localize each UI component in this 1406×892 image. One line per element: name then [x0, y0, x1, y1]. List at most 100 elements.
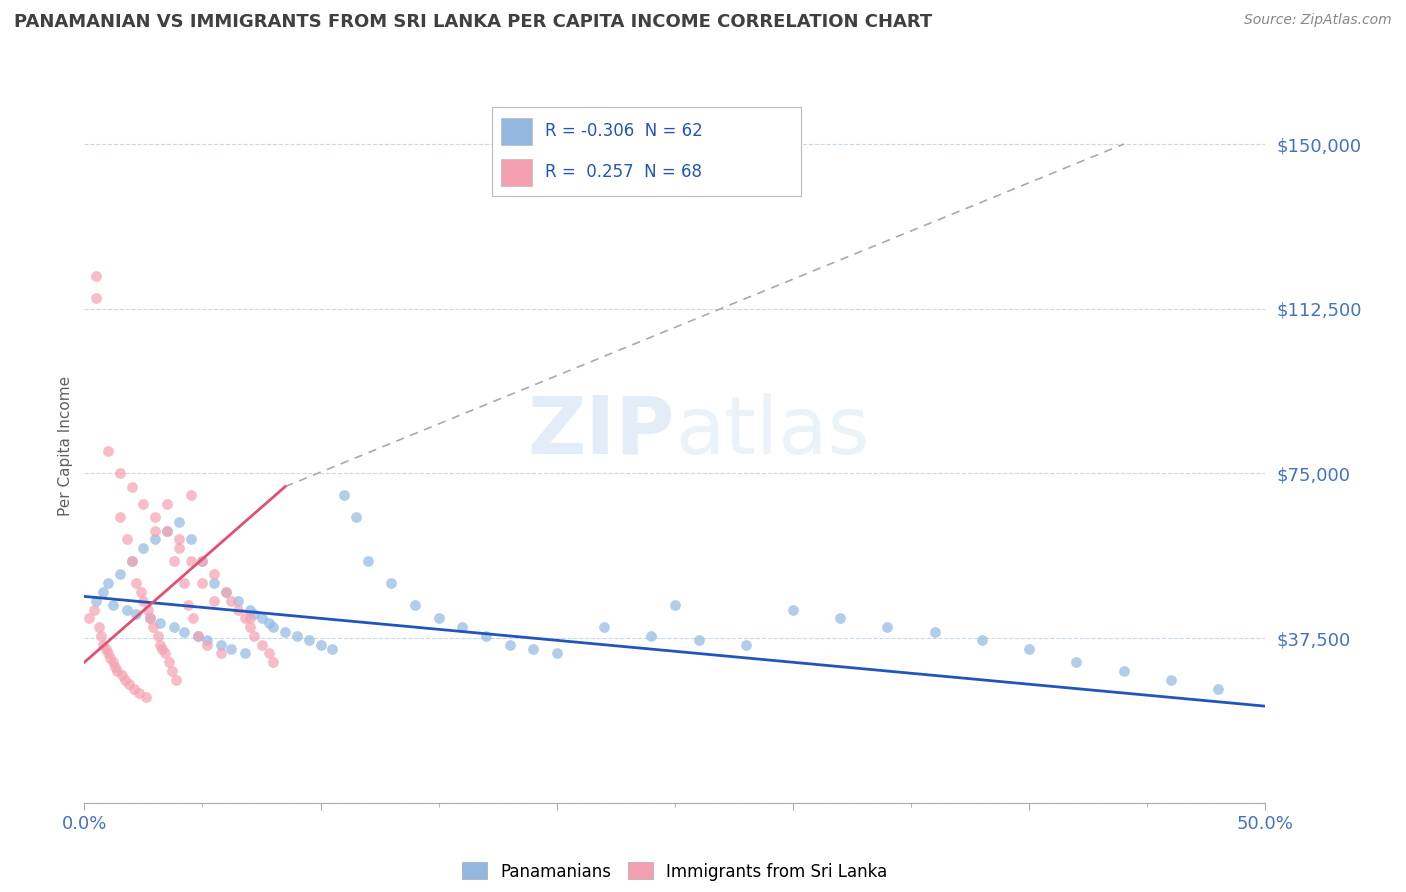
- Point: [451, 620, 474, 634]
- Point: [664, 598, 686, 612]
- Point: [142, 620, 165, 634]
- Point: [180, 533, 202, 547]
- Point: [121, 554, 143, 568]
- Point: [309, 638, 332, 652]
- Point: [239, 611, 262, 625]
- Point: [94, 642, 117, 657]
- Point: [195, 633, 218, 648]
- Point: [114, 673, 136, 687]
- Point: [274, 624, 297, 639]
- Point: [98, 651, 121, 665]
- Point: [830, 611, 852, 625]
- Point: [239, 602, 262, 616]
- Point: [132, 594, 155, 608]
- Point: [243, 629, 266, 643]
- Point: [91, 638, 114, 652]
- Point: [129, 585, 152, 599]
- Point: [177, 598, 200, 612]
- Point: [84, 268, 107, 283]
- Point: [257, 647, 280, 661]
- Text: R =  0.257  N = 68: R = 0.257 N = 68: [544, 163, 702, 181]
- Point: [202, 576, 225, 591]
- Point: [688, 633, 710, 648]
- Point: [226, 594, 249, 608]
- Point: [233, 647, 256, 661]
- Point: [215, 585, 238, 599]
- Point: [219, 642, 242, 657]
- Point: [475, 629, 498, 643]
- Point: [136, 602, 159, 616]
- Point: [132, 497, 155, 511]
- Point: [125, 576, 148, 591]
- Point: [243, 607, 266, 621]
- Point: [122, 681, 145, 696]
- Point: [139, 611, 162, 625]
- Point: [149, 615, 172, 630]
- Point: [146, 629, 169, 643]
- Point: [187, 629, 209, 643]
- Point: [187, 629, 209, 643]
- Point: [180, 554, 202, 568]
- Text: Source: ZipAtlas.com: Source: ZipAtlas.com: [1244, 13, 1392, 28]
- Point: [321, 642, 343, 657]
- Point: [108, 567, 131, 582]
- Point: [180, 488, 202, 502]
- Text: atlas: atlas: [675, 392, 869, 471]
- Point: [87, 620, 110, 634]
- Point: [285, 629, 308, 643]
- Text: R = -0.306  N = 62: R = -0.306 N = 62: [544, 122, 703, 140]
- Point: [163, 554, 186, 568]
- Point: [498, 638, 520, 652]
- Point: [734, 638, 756, 652]
- Y-axis label: Per Capita Income: Per Capita Income: [58, 376, 73, 516]
- Point: [640, 629, 662, 643]
- Point: [125, 607, 148, 621]
- Text: ZIP: ZIP: [527, 392, 675, 471]
- Point: [546, 647, 568, 661]
- Point: [107, 664, 129, 678]
- Point: [215, 585, 238, 599]
- Legend: Panamanians, Immigrants from Sri Lanka: Panamanians, Immigrants from Sri Lanka: [456, 855, 894, 888]
- Point: [782, 602, 804, 616]
- Point: [181, 611, 204, 625]
- Point: [156, 497, 179, 511]
- Point: [143, 533, 166, 547]
- Point: [262, 620, 284, 634]
- Point: [84, 291, 107, 305]
- Point: [167, 515, 190, 529]
- FancyBboxPatch shape: [502, 118, 533, 145]
- Point: [108, 510, 131, 524]
- Point: [167, 533, 190, 547]
- Point: [191, 554, 214, 568]
- Point: [156, 524, 179, 538]
- Point: [298, 633, 321, 648]
- Point: [404, 598, 426, 612]
- Point: [209, 638, 232, 652]
- Point: [233, 611, 256, 625]
- Point: [226, 602, 249, 616]
- Point: [191, 576, 214, 591]
- Point: [135, 690, 157, 705]
- Point: [149, 638, 172, 652]
- Point: [344, 510, 367, 524]
- Point: [1206, 681, 1229, 696]
- Point: [195, 638, 218, 652]
- Point: [333, 488, 356, 502]
- Point: [121, 480, 143, 494]
- Point: [118, 677, 141, 691]
- Point: [97, 647, 120, 661]
- Point: [593, 620, 616, 634]
- Point: [150, 642, 173, 657]
- Point: [970, 633, 993, 648]
- Point: [101, 655, 124, 669]
- Text: PANAMANIAN VS IMMIGRANTS FROM SRI LANKA PER CAPITA INCOME CORRELATION CHART: PANAMANIAN VS IMMIGRANTS FROM SRI LANKA …: [14, 13, 932, 31]
- Point: [209, 647, 232, 661]
- Point: [924, 624, 946, 639]
- FancyBboxPatch shape: [502, 159, 533, 186]
- Point: [163, 620, 186, 634]
- Point: [83, 602, 105, 616]
- Point: [115, 602, 138, 616]
- Point: [128, 686, 150, 700]
- Point: [239, 620, 262, 634]
- Point: [250, 638, 273, 652]
